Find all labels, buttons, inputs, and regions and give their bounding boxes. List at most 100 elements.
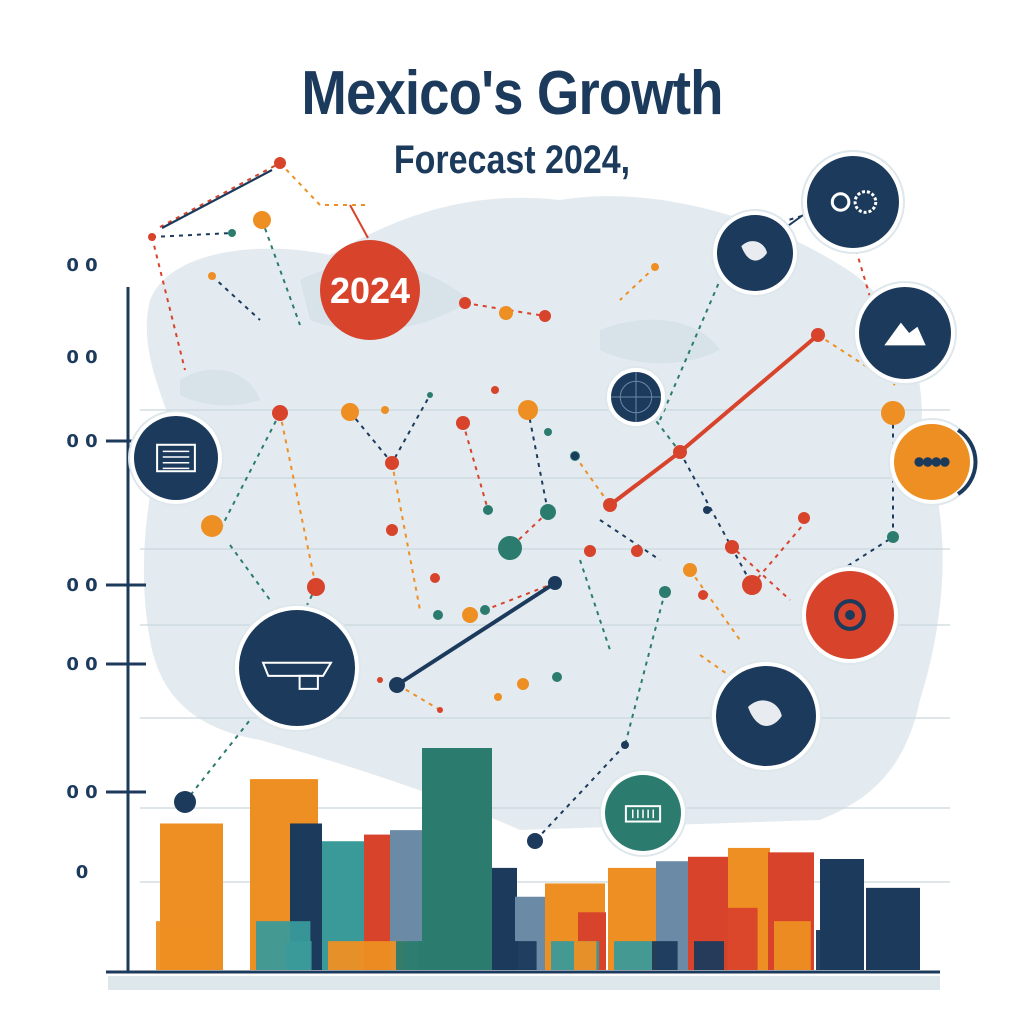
connector-link [151,232,233,238]
bar-series [156,748,920,970]
data-point [174,791,196,813]
bar-front [872,941,916,970]
data-point [427,392,433,398]
y-tick-label: 0 0 [66,255,97,276]
data-point [527,833,543,849]
data-point [517,678,529,690]
mountain-chart-icon [853,281,957,385]
data-point [539,310,551,322]
data-point [651,263,659,271]
y-tick-label: 0 [76,862,89,883]
connector-link [751,518,809,586]
data-point [381,406,389,414]
data-point [377,677,383,683]
trend-point [603,498,617,512]
data-point [540,504,556,520]
target-icon [800,565,900,665]
trend-point [811,328,825,342]
bar [422,748,492,970]
map-texture [180,262,720,406]
data-point [385,456,399,470]
data-point [887,531,899,543]
data-point [456,416,470,430]
y-tick-label: 0 0 [66,782,97,803]
bar-front [511,941,537,970]
data-point [491,386,499,394]
connector-link [211,275,261,321]
connector-link [599,519,661,561]
document-icon [128,410,224,506]
icon-bracket [956,428,978,496]
y-tick-label: 0 0 [66,431,97,452]
data-point [386,524,398,536]
globe-grid-icon [605,366,667,428]
bar-front [652,941,678,970]
y-tick-label: 0 0 [66,347,97,368]
data-point [494,693,502,701]
data-point [659,586,671,598]
connector-link [817,334,896,386]
bar-front [286,941,312,970]
data-point [274,157,286,169]
bar-front [418,941,474,970]
connector-link [391,462,421,611]
y-tick-label: 0 0 [66,654,97,675]
connector-link [161,169,273,229]
factory-icon [599,769,687,857]
connector-link [534,744,626,842]
icon-circles [128,150,978,857]
data-point [307,578,325,596]
data-point [228,229,236,237]
bar-front [156,921,207,970]
connector-link [579,559,611,651]
axis-base-band [108,976,940,990]
data-point [881,401,905,425]
y-tick-label: 0 0 [66,575,97,596]
data-point [621,741,629,749]
data-point [518,400,538,420]
data-point [544,428,552,436]
y-axis-ticks: 0 0 0 0 0 0 0 0 0 0 0 0 0 [66,255,146,883]
connector-link [279,162,365,206]
data-point [148,233,156,241]
data-point [430,573,440,583]
data-point [631,545,643,557]
connector-link [462,422,489,511]
trend-point [548,576,562,590]
year-badge: 2024 [320,204,420,340]
bar-front [574,941,597,970]
data-point [272,405,288,421]
data-point [584,545,596,557]
data-point [703,506,711,514]
trend-line [395,581,557,687]
bar-front [724,907,758,970]
connector-link [679,451,753,586]
data-point [201,515,223,537]
data-point [742,575,762,595]
connector-link [261,219,301,326]
gears-icon [801,150,905,254]
bar-front [694,941,726,970]
data-point [480,605,490,615]
trend-point [673,445,687,459]
data-point [499,306,513,320]
chart-title: Mexico's Growth [301,59,723,128]
globe-americas-icon [711,209,799,297]
chart-subtitle: Forecast 2024, [393,138,631,182]
data-point [698,590,708,600]
data-point [462,607,478,623]
connector-link [484,582,556,611]
connector-link [659,279,721,421]
bar-front [816,930,852,970]
connector-link [574,455,611,506]
data-point [498,536,522,560]
data-point [798,512,810,524]
connector-link [699,654,751,691]
data-point [253,211,271,229]
connector-link [229,544,271,601]
connector-link [219,412,281,531]
data-point [433,610,443,620]
data-point [459,297,471,309]
data-point [389,677,405,693]
